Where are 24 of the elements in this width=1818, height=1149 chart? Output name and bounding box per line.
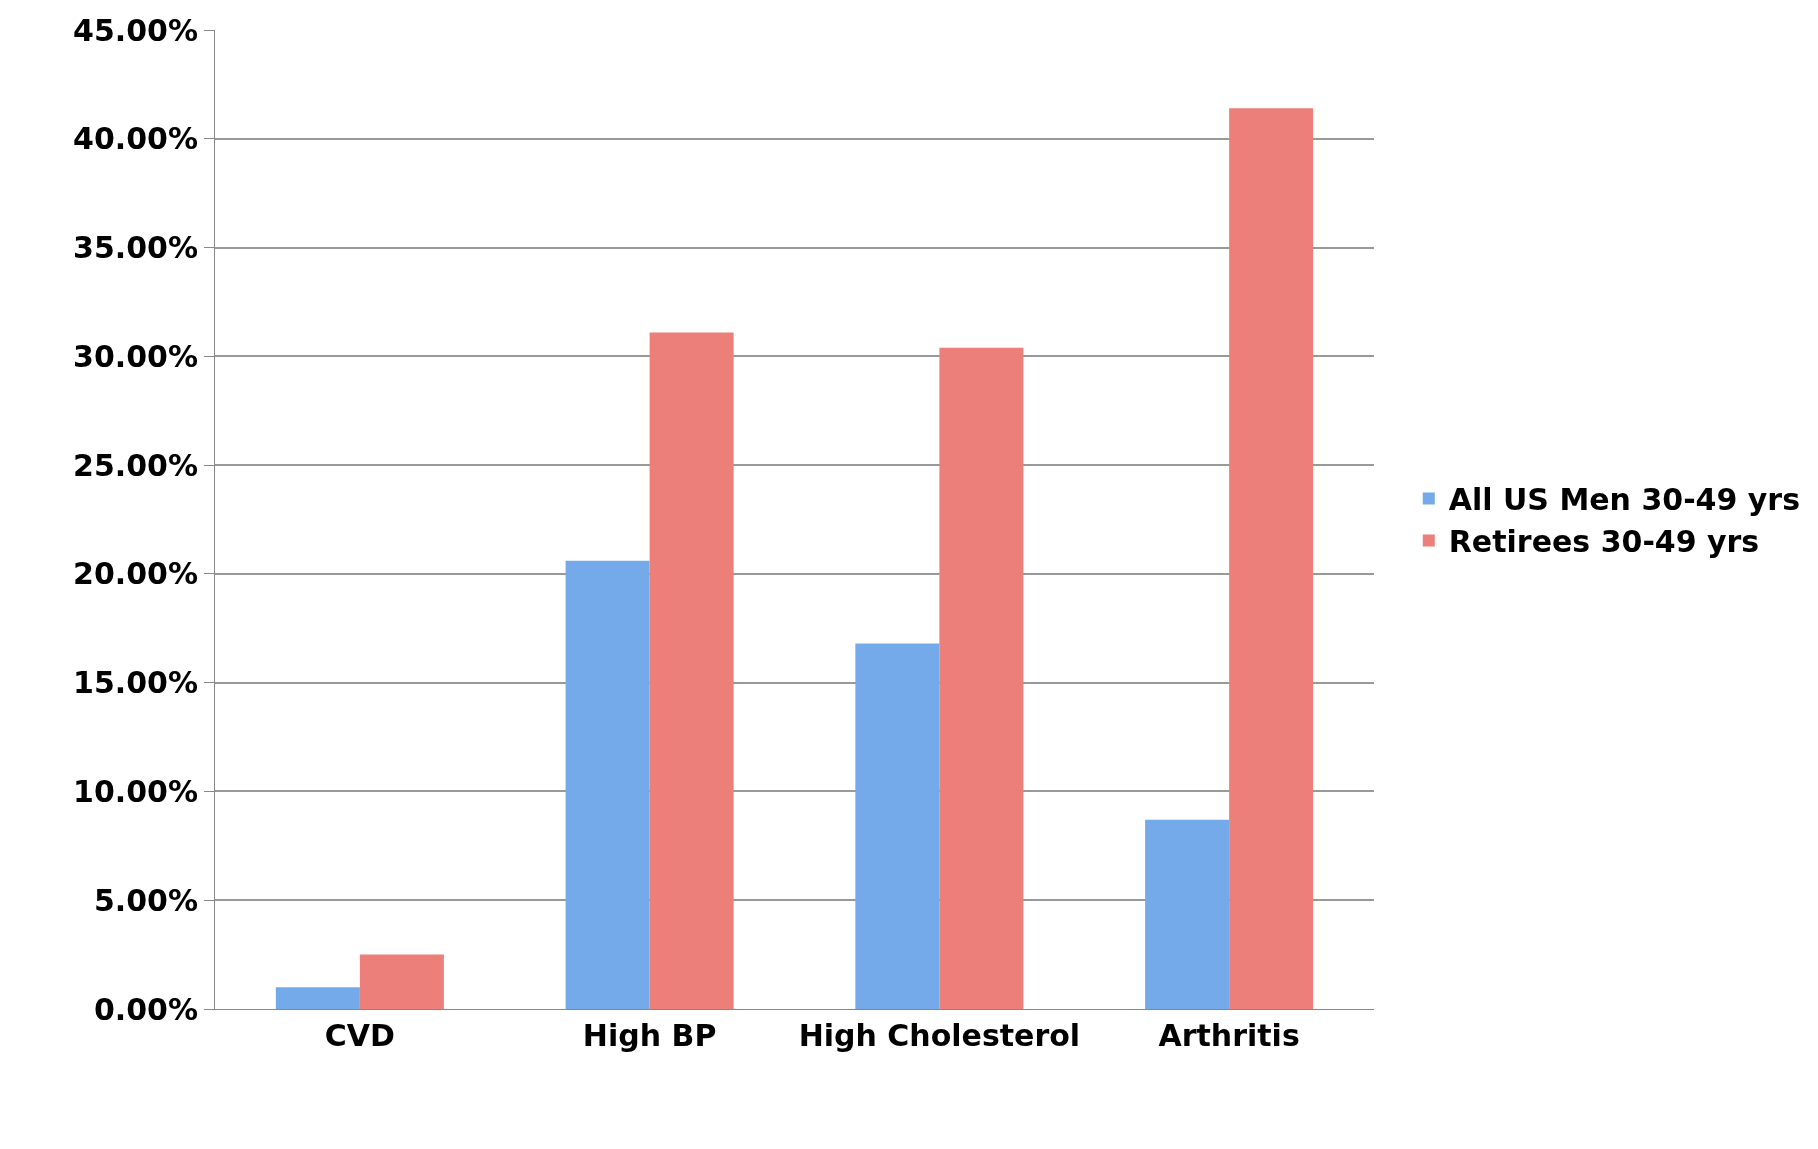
y-tick-label: 20.00%: [73, 556, 198, 592]
y-tick-label: 30.00%: [73, 338, 198, 374]
x-tick-label: High BP: [582, 1018, 717, 1053]
y-tick-label: 45.00%: [73, 12, 198, 48]
bar: [1229, 108, 1314, 1009]
bar: [649, 332, 734, 1009]
bar: [275, 987, 360, 1009]
bar: [855, 643, 940, 1009]
legend-label: All US Men 30-49 yrs: [1448, 482, 1801, 518]
y-tick-label: 35.00%: [73, 230, 198, 266]
bar: [359, 954, 444, 1009]
x-tick-label: High Cholesterol: [798, 1018, 1081, 1053]
legend-label: Retirees 30-49 yrs: [1448, 524, 1760, 560]
bar: [939, 347, 1024, 1009]
x-tick-label: Arthritis: [1158, 1018, 1300, 1053]
y-tick-label: 0.00%: [93, 991, 198, 1027]
y-tick-label: 15.00%: [73, 665, 198, 701]
y-tick-label: 40.00%: [73, 121, 198, 157]
bar: [565, 560, 650, 1009]
y-tick-label: 25.00%: [73, 447, 198, 483]
x-tick-label: CVD: [324, 1018, 395, 1053]
y-tick-label: 5.00%: [93, 882, 198, 918]
y-tick-label: 10.00%: [73, 773, 198, 809]
bar: [1145, 819, 1230, 1009]
